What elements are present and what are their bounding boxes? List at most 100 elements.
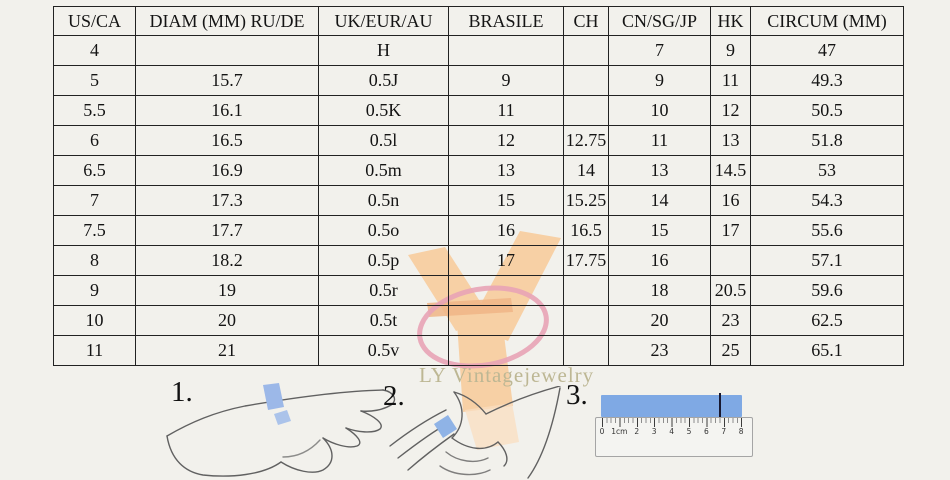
- table-cell: 11: [608, 125, 711, 156]
- table-cell: 23: [710, 305, 751, 336]
- table-cell: 5.5: [53, 95, 136, 126]
- ruler-label: 5: [686, 427, 692, 436]
- table-cell: 15: [608, 215, 711, 246]
- column-header-2: UK/EUR/AU: [318, 6, 449, 36]
- table-cell: 16.1: [135, 95, 319, 126]
- ruler: 0 1cm 2 3 4 5 6 7 8: [595, 417, 753, 457]
- table-cell: 51.8: [750, 125, 904, 156]
- table-cell: 23: [608, 335, 711, 366]
- table-cell: 7: [608, 35, 711, 66]
- table-cell: 7.5: [53, 215, 136, 246]
- table-cell: 8: [53, 245, 136, 276]
- table-cell: 50.5: [750, 95, 904, 126]
- table-row: 8 18.2 0.5p 17 17.75 16 57.1: [53, 245, 904, 276]
- measured-paper-strip: [601, 395, 742, 417]
- table-cell: H: [318, 35, 449, 66]
- table-row: 7 17.3 0.5n 15 15.25 14 16 54.3: [53, 185, 904, 216]
- table-cell: 17.7: [135, 215, 319, 246]
- table-cell: [448, 335, 564, 366]
- table-cell: 17.75: [563, 245, 609, 276]
- ruler-label: 0: [599, 427, 605, 436]
- ruler-label: 4: [669, 427, 674, 436]
- table-cell: 16: [710, 185, 751, 216]
- step-2-label: 2.: [383, 380, 405, 412]
- ruler-label: 7: [721, 427, 727, 436]
- table-cell: [563, 335, 609, 366]
- table-cell: 17: [710, 215, 751, 246]
- table-cell: [710, 245, 751, 276]
- table-cell: 16.9: [135, 155, 319, 186]
- table-cell: 17.3: [135, 185, 319, 216]
- table-cell: [563, 65, 609, 96]
- ring-size-table: US/CA DIAM (MM) RU/DE UK/EUR/AU BRASILE CH CN…: [53, 6, 904, 366]
- hand-with-paper-strip-illustration: [166, 383, 396, 477]
- table-cell: 14: [563, 155, 609, 186]
- table-cell: 13: [608, 155, 711, 186]
- table-cell: 13: [710, 125, 751, 156]
- table-cell: 20: [135, 305, 319, 336]
- table-cell: 53: [750, 155, 904, 186]
- table-cell: 16: [448, 215, 564, 246]
- table-cell: 25: [710, 335, 751, 366]
- table-row: 4 H 7 9 47: [53, 35, 904, 66]
- table-cell: 0.5l: [318, 125, 449, 156]
- table-cell: [448, 275, 564, 306]
- table-cell: 14: [608, 185, 711, 216]
- ruler-label: 1cm: [611, 427, 628, 436]
- table-cell: 12: [448, 125, 564, 156]
- table-row: 7.5 17.7 0.5o 16 16.5 15 17 55.6: [53, 215, 904, 246]
- table-cell: 6.5: [53, 155, 136, 186]
- table-cell: 49.3: [750, 65, 904, 96]
- table-cell: 0.5t: [318, 305, 449, 336]
- table-cell: 12: [710, 95, 751, 126]
- table-cell: 16: [608, 245, 711, 276]
- table-cell: 54.3: [750, 185, 904, 216]
- table-cell: 62.5: [750, 305, 904, 336]
- table-cell: 55.6: [750, 215, 904, 246]
- table-row: 6.5 16.9 0.5m 13 14 13 14.5 53: [53, 155, 904, 186]
- table-cell: 11: [53, 335, 136, 366]
- ruler-label: 2: [634, 427, 640, 436]
- table-cell: 0.5r: [318, 275, 449, 306]
- table-row: 6 16.5 0.5l 12 12.75 11 13 51.8: [53, 125, 904, 156]
- table-row: 11 21 0.5v 23 25 65.1: [53, 335, 904, 366]
- table-cell: 0.5n: [318, 185, 449, 216]
- ruler-label: 3: [651, 427, 657, 436]
- step-1-label: 1.: [171, 376, 193, 408]
- table-cell: 0.5m: [318, 155, 449, 186]
- column-header-5: CN/SG/JP: [608, 6, 711, 36]
- ruler-label: 6: [704, 427, 709, 436]
- table-cell: 0.5p: [318, 245, 449, 276]
- table-row: 5 15.7 0.5J 9 9 11 49.3: [53, 65, 904, 96]
- table-cell: 47: [750, 35, 904, 66]
- table-body: 4 H 7 9 47 5 15.7 0.5J 9 9 11 49.3 5.5 16.1 0.5K 11 10 12…: [53, 35, 904, 366]
- finger-paper-strip-end: [274, 410, 291, 425]
- table-cell: 0.5K: [318, 95, 449, 126]
- table-cell: 10: [608, 95, 711, 126]
- table-cell: 7: [53, 185, 136, 216]
- table-cell: 12.75: [563, 125, 609, 156]
- table-cell: 15.7: [135, 65, 319, 96]
- table-cell: [448, 305, 564, 336]
- table-cell: 0.5v: [318, 335, 449, 366]
- table-cell: 17: [448, 245, 564, 276]
- table-cell: 20: [608, 305, 711, 336]
- table-cell: [563, 275, 609, 306]
- table-row: 9 19 0.5r 18 20.5 59.6: [53, 275, 904, 306]
- column-header-4: CH: [563, 6, 609, 36]
- table-cell: 16.5: [563, 215, 609, 246]
- table-cell: [135, 35, 319, 66]
- table-row: 5.5 16.1 0.5K 11 10 12 50.5: [53, 95, 904, 126]
- table-cell: 9: [448, 65, 564, 96]
- column-header-1: DIAM (MM) RU/DE: [135, 6, 319, 36]
- table-cell: [563, 35, 609, 66]
- column-header-0: US/CA: [53, 6, 136, 36]
- table-cell: 59.6: [750, 275, 904, 306]
- table-cell: 9: [710, 35, 751, 66]
- table-cell: 10: [53, 305, 136, 336]
- table-cell: 5: [53, 65, 136, 96]
- table-cell: 19: [135, 275, 319, 306]
- measure-mark-line: [719, 393, 721, 422]
- table-cell: 6: [53, 125, 136, 156]
